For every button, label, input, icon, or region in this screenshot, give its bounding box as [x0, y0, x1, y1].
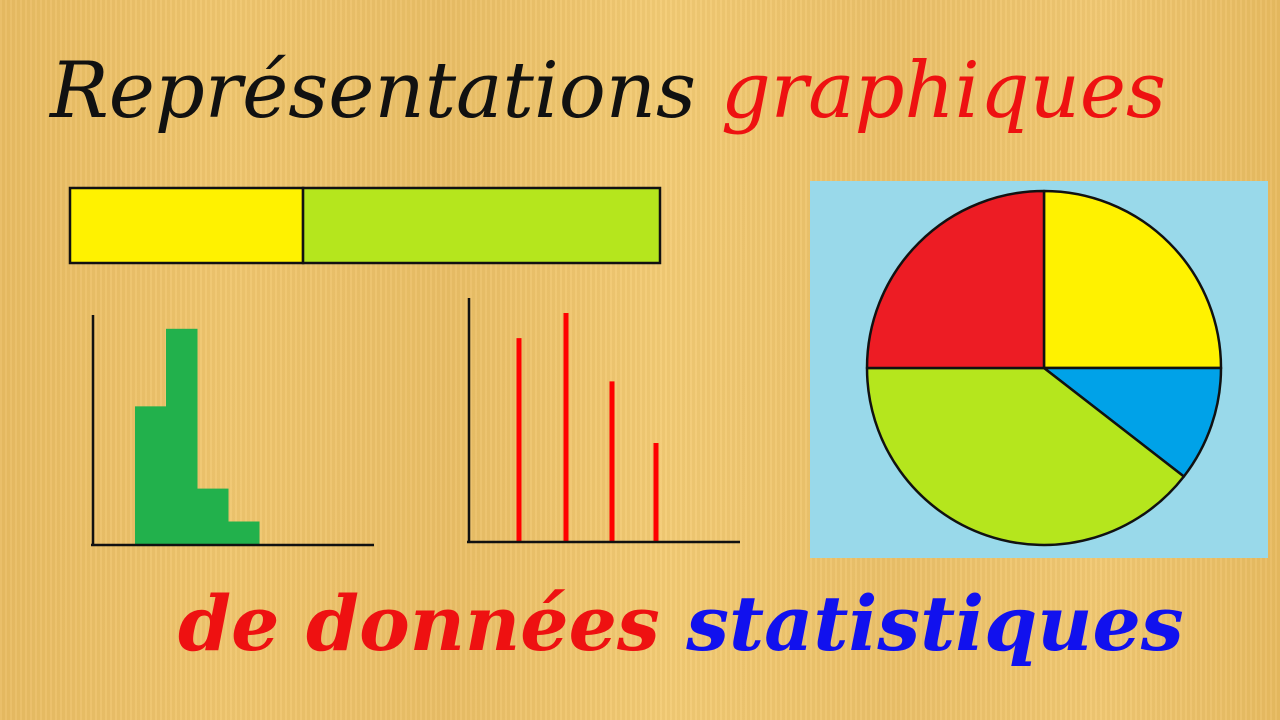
title-words-de-donnees: de données — [178, 579, 660, 668]
pie-slice-3 — [865, 366, 1186, 547]
histogram-chart — [91, 315, 374, 547]
histogram-bar-1 — [135, 406, 167, 545]
pie-slice-4 — [865, 189, 1046, 370]
stick-diagram-chart — [467, 298, 740, 544]
stacked-bar-segment-2 — [301, 186, 662, 265]
title-word-statistiques: statistiques — [686, 579, 1184, 668]
title-word-representations: Représentations — [50, 46, 697, 136]
title-word-graphiques: graphiques — [720, 46, 1167, 136]
stacked-bar-chart — [68, 186, 662, 265]
stacked-bar-segment-1 — [68, 186, 305, 265]
pie-chart — [810, 181, 1268, 558]
title-bottom-line: de données statistiques — [178, 586, 1184, 662]
histogram-bar-3 — [197, 488, 229, 545]
pie-slice-2 — [1042, 366, 1223, 478]
pie-slice-1 — [1042, 189, 1223, 370]
title-top-line: Représentations graphiques — [50, 52, 1166, 130]
histogram-bar-2 — [166, 328, 198, 545]
histogram-bar-4 — [228, 521, 260, 545]
